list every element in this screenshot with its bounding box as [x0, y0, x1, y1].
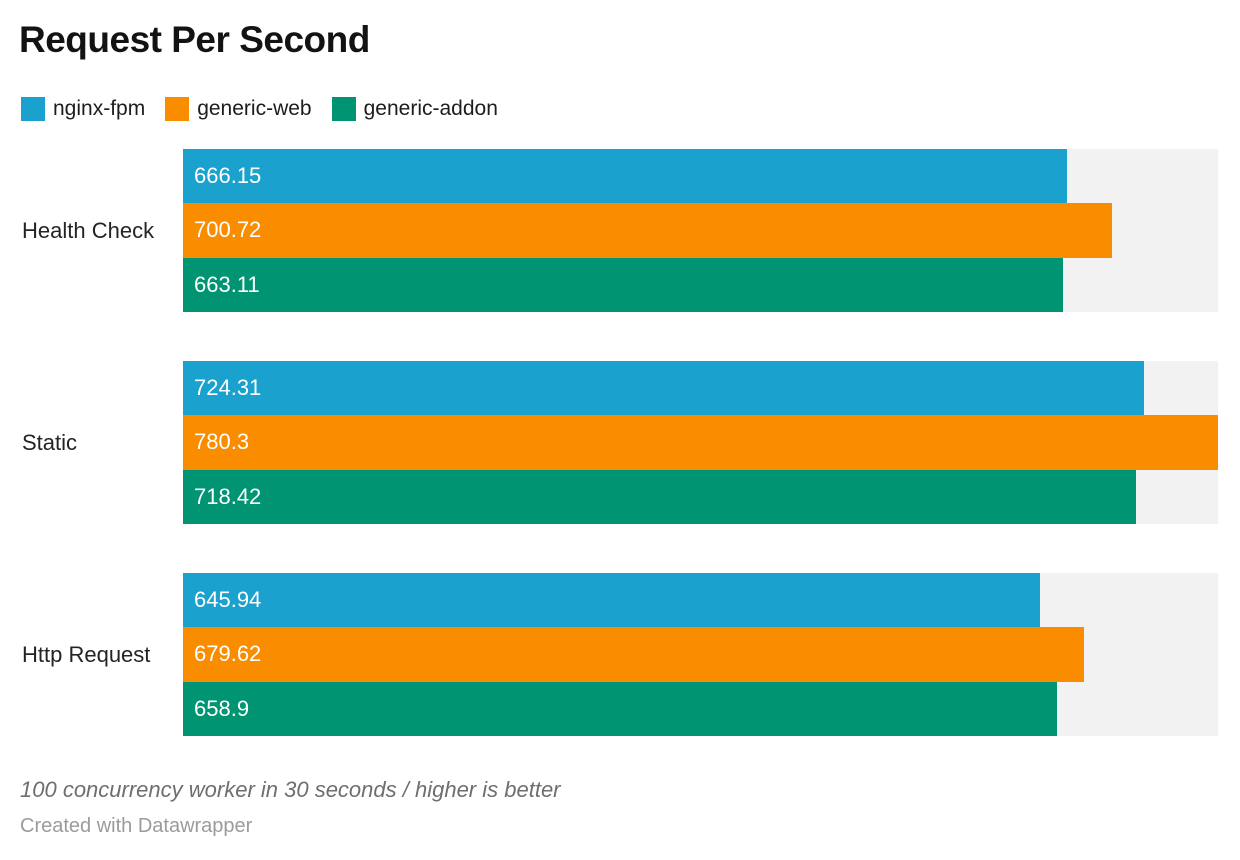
category-label: Http Request	[22, 641, 151, 667]
category-label: Static	[22, 429, 78, 455]
bar-value-label: 780.3	[194, 429, 250, 455]
legend-label: generic-addon	[363, 97, 498, 120]
bar-track: 666.15	[183, 149, 1218, 204]
bar-value-label: 663.11	[194, 271, 260, 297]
bar-value-label: 645.94	[194, 587, 262, 613]
legend: nginx-fpm generic-web generic-addon	[21, 97, 498, 121]
bar-generic-addon: 663.11	[183, 257, 1063, 312]
bar-track: 780.3	[183, 415, 1218, 470]
bar-nginx-fpm: 666.15	[183, 149, 1067, 204]
bar-generic-web: 679.62	[183, 627, 1085, 682]
bar-track: 663.11	[183, 257, 1218, 312]
bar-value-label: 679.62	[194, 641, 262, 667]
category-label: Health Check	[22, 217, 155, 243]
bar-value-label: 658.9	[194, 695, 250, 721]
bar-nginx-fpm: 724.31	[183, 361, 1144, 416]
legend-swatch	[165, 97, 190, 121]
bar-track: 724.31	[183, 361, 1218, 416]
bars: 724.31 780.3 718.42	[183, 361, 1218, 524]
bar-value-label: 718.42	[194, 483, 262, 509]
category-group: Static 724.31 780.3 718.42	[0, 361, 1240, 524]
bar-generic-web: 700.72	[183, 203, 1113, 258]
datawrapper-credit: Created with Datawrapper	[20, 815, 253, 837]
category-group: Health Check 666.15 700.72 663.11	[0, 149, 1240, 312]
bar-track: 679.62	[183, 627, 1218, 682]
legend-swatch	[21, 97, 45, 121]
bar-track: 645.94	[183, 573, 1218, 628]
chart-note: 100 concurrency worker in 30 seconds / h…	[20, 777, 561, 802]
legend-item-generic-web: generic-web	[165, 97, 312, 121]
bar-value-label: 700.72	[194, 217, 262, 243]
legend-swatch	[331, 97, 356, 121]
bar-generic-web: 780.3	[183, 415, 1218, 470]
legend-label: generic-web	[197, 97, 312, 120]
bar-generic-addon: 658.9	[183, 681, 1057, 736]
bar-nginx-fpm: 645.94	[183, 573, 1040, 628]
bar-chart: Health Check 666.15 700.72 663.11 Static 724.…	[0, 149, 1240, 785]
legend-item-generic-addon: generic-addon	[331, 97, 498, 121]
bars: 645.94 679.62 658.9	[183, 573, 1218, 736]
bar-track: 718.42	[183, 469, 1218, 524]
chart-title: Request Per Second	[19, 19, 370, 60]
bar-value-label: 666.15	[194, 163, 262, 189]
legend-item-nginx-fpm: nginx-fpm	[21, 97, 145, 121]
bar-value-label: 724.31	[194, 375, 262, 401]
bar-track: 658.9	[183, 681, 1218, 736]
bars: 666.15 700.72 663.11	[183, 149, 1218, 312]
category-group: Http Request 645.94 679.62 658.9	[0, 573, 1240, 736]
legend-label: nginx-fpm	[53, 97, 146, 120]
bar-generic-addon: 718.42	[183, 469, 1136, 524]
bar-track: 700.72	[183, 203, 1218, 258]
